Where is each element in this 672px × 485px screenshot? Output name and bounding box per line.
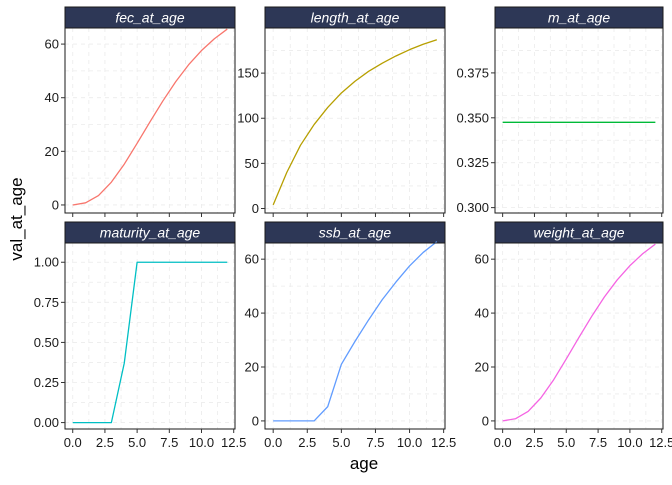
y-tick-label: 0.75 bbox=[34, 295, 59, 310]
series-line-length_at_age bbox=[272, 39, 438, 206]
facet-panel-fec_at_age: fec_at_age 0 20 40 60 bbox=[45, 6, 236, 217]
series-line-fec_at_age bbox=[72, 28, 228, 206]
facet-strip-label: m_at_age bbox=[548, 10, 610, 26]
panel-border bbox=[64, 242, 236, 430]
y-tick-label: 0.25 bbox=[34, 375, 59, 390]
y-tick-label: 20 bbox=[245, 360, 259, 375]
panel-background bbox=[65, 243, 235, 429]
facet-panel-length_at_age: length_at_age 0 50 100 150 bbox=[237, 6, 446, 217]
y-tick-label: 40 bbox=[475, 306, 489, 321]
facet-panel-weight_at_age: weight_at_age 0 20 40 60 0.0 2.5 5.0 7.5 10.0 12.5 bbox=[475, 221, 672, 450]
y-tick-label: 0 bbox=[482, 413, 489, 428]
x-tick-label: 7.5 bbox=[366, 435, 384, 450]
y-tick-label: 150 bbox=[237, 66, 259, 81]
y-tick-label: 100 bbox=[237, 111, 259, 126]
y-tick-label: 0 bbox=[252, 201, 259, 216]
panel-background bbox=[65, 28, 235, 213]
x-tick-label: 5.0 bbox=[557, 435, 575, 450]
facet-strip-label: maturity_at_age bbox=[100, 225, 201, 241]
panel-border bbox=[264, 27, 446, 214]
facet-strip-label: fec_at_age bbox=[115, 10, 184, 26]
y-tick-label: 20 bbox=[475, 360, 489, 375]
x-tick-label: 12.5 bbox=[221, 435, 246, 450]
y-axis-title: val_at_age bbox=[7, 177, 26, 260]
x-tick-label: 5.0 bbox=[128, 435, 146, 450]
x-tick-label: 10.0 bbox=[617, 435, 642, 450]
x-tick-label: 7.5 bbox=[589, 435, 607, 450]
series-line-maturity_at_age bbox=[72, 261, 228, 424]
panel-background bbox=[265, 28, 445, 213]
x-tick-label: 12.5 bbox=[649, 435, 672, 450]
x-axis-title: age bbox=[350, 454, 378, 473]
x-tick-label: 10.0 bbox=[397, 435, 422, 450]
y-tick-label: 0.00 bbox=[34, 415, 59, 430]
panel-background bbox=[495, 243, 663, 429]
facet-strip-label: weight_at_age bbox=[533, 225, 624, 241]
panel-border bbox=[64, 27, 236, 214]
y-tick-label: 0.300 bbox=[456, 200, 489, 215]
panel-border bbox=[494, 242, 664, 430]
y-tick-label: 60 bbox=[245, 252, 259, 267]
panel-border bbox=[264, 242, 446, 430]
x-tick-label: 2.5 bbox=[96, 435, 114, 450]
y-tick-label: 0.350 bbox=[456, 110, 489, 125]
y-tick-label: 60 bbox=[45, 37, 59, 52]
facet-strip-label: length_at_age bbox=[311, 10, 400, 26]
x-tick-label: 10.0 bbox=[189, 435, 214, 450]
facet-panel-ssb_at_age: ssb_at_age 0 20 40 60 0.0 2.5 5.0 7.5 10.0 12.5 bbox=[245, 221, 456, 450]
x-tick-label: 0.0 bbox=[264, 435, 282, 450]
y-tick-label: 0.50 bbox=[34, 335, 59, 350]
y-tick-label: 40 bbox=[45, 90, 59, 105]
series-line-weight_at_age bbox=[502, 243, 656, 422]
panel-border bbox=[494, 27, 664, 214]
x-tick-label: 0.0 bbox=[64, 435, 82, 450]
facet-panel-maturity_at_age: maturity_at_age 0.00 0.25 0.50 0.75 1.00 0.0 2.… bbox=[34, 221, 246, 450]
facet-strip-label: ssb_at_age bbox=[319, 225, 392, 241]
x-tick-label: 0.0 bbox=[494, 435, 512, 450]
y-tick-label: 50 bbox=[245, 156, 259, 171]
y-tick-label: 60 bbox=[475, 252, 489, 267]
x-tick-label: 2.5 bbox=[525, 435, 543, 450]
y-tick-label: 0.325 bbox=[456, 155, 489, 170]
series-line-ssb_at_age bbox=[273, 241, 438, 422]
y-tick-label: 1.00 bbox=[34, 255, 59, 270]
y-tick-label: 0 bbox=[252, 413, 259, 428]
x-tick-label: 7.5 bbox=[160, 435, 178, 450]
x-tick-label: 5.0 bbox=[332, 435, 350, 450]
y-tick-label: 40 bbox=[245, 306, 259, 321]
y-tick-label: 0 bbox=[52, 197, 59, 212]
x-tick-label: 2.5 bbox=[298, 435, 316, 450]
panel-background bbox=[495, 28, 663, 213]
y-tick-label: 20 bbox=[45, 144, 59, 159]
y-tick-label: 0.375 bbox=[456, 65, 489, 80]
facet-panel-m_at_age: m_at_age 0.300 0.325 0.350 0.375 bbox=[456, 6, 664, 217]
panel-background bbox=[265, 243, 445, 429]
x-tick-label: 12.5 bbox=[431, 435, 456, 450]
